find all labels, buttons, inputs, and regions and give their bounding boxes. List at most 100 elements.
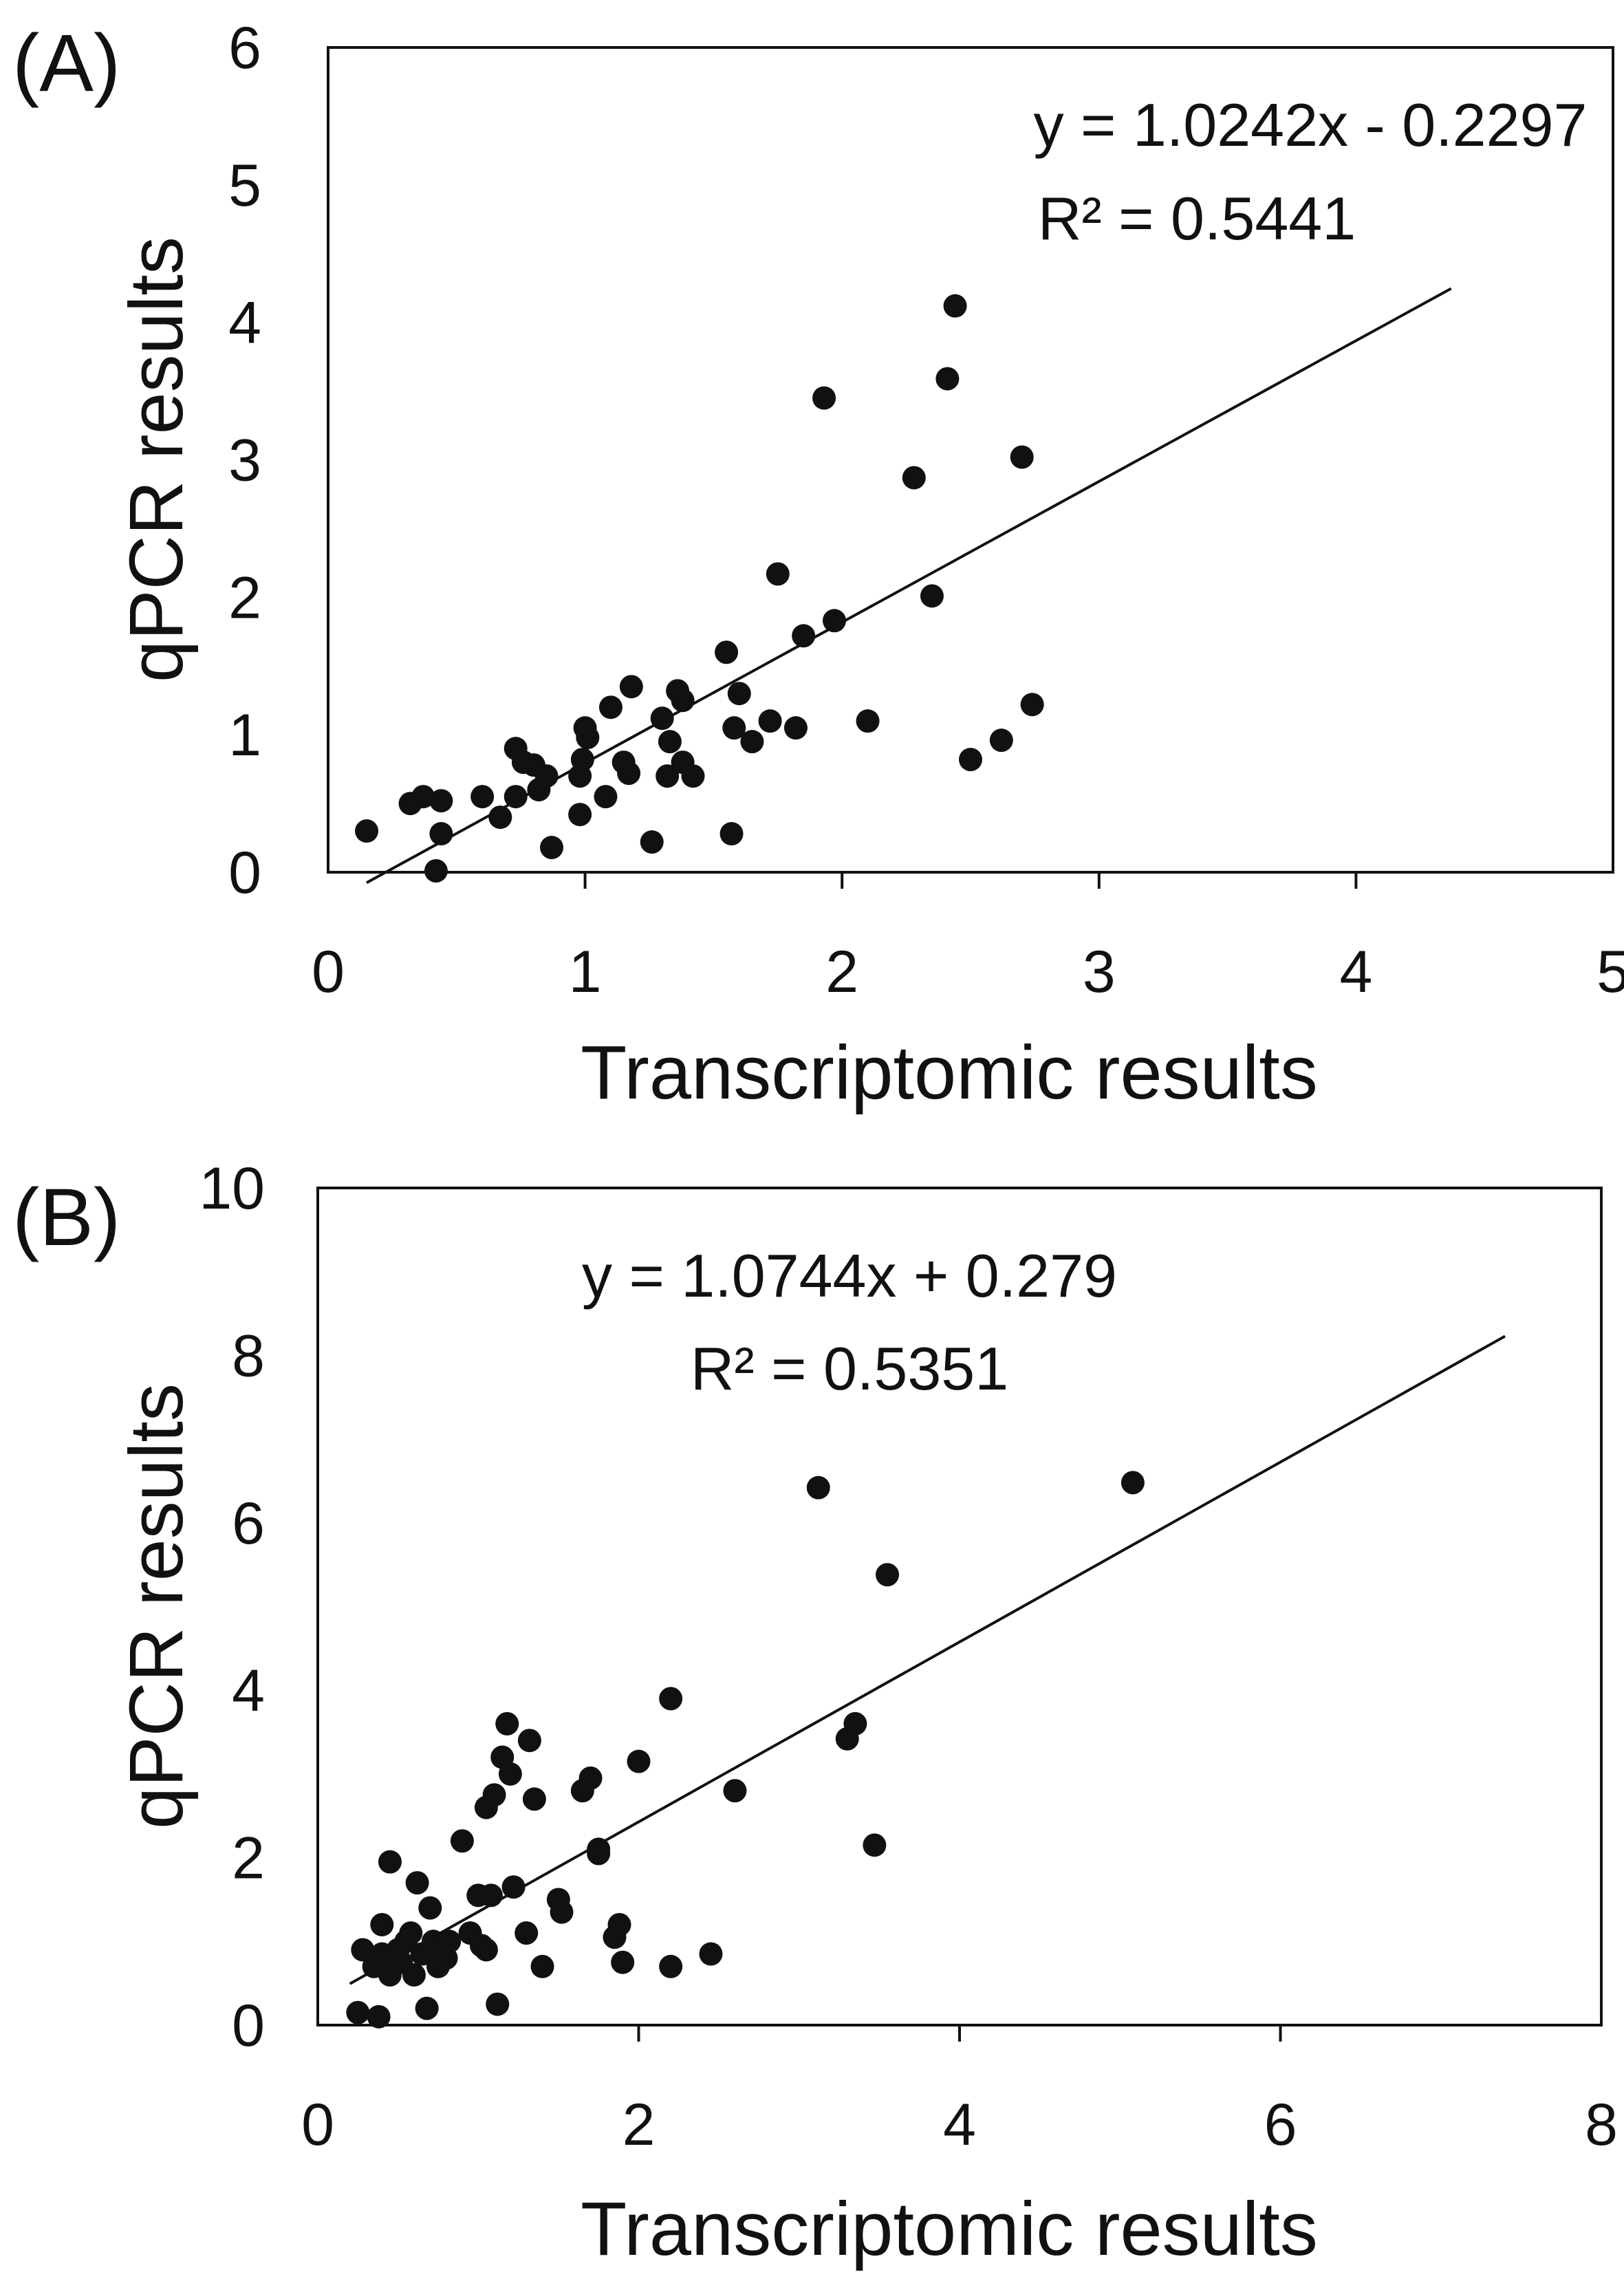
panel-b-data-point — [627, 1749, 651, 1773]
panel-b-data-point — [517, 1729, 541, 1753]
panel-b-y-tick-label: 10 — [199, 1156, 265, 1222]
panel-a-x-tick-label: 4 — [1339, 939, 1372, 1005]
panel-b-y-tick-label: 4 — [232, 1658, 265, 1724]
panel-a-data-point — [534, 764, 559, 788]
panel-a-data-point — [783, 716, 808, 740]
panel-a-y-tick-label: 0 — [228, 840, 261, 906]
panel-a-data-point — [570, 748, 594, 772]
panel-b-data-point — [495, 1711, 519, 1736]
panel-b-data-point — [659, 1954, 683, 1978]
panel-a-data-point — [488, 806, 512, 830]
panel-a-data-point — [650, 706, 674, 731]
panel-a-data-point — [681, 764, 705, 788]
panel-b-points — [346, 1471, 1145, 2029]
panel-b-label: (B) — [12, 1172, 120, 1263]
panel-b-data-point — [611, 1950, 635, 1974]
panel-b-y-ticks: 0 2 4 6 8 10 — [199, 1156, 265, 2059]
panel-b-x-tick-label: 0 — [301, 2092, 334, 2158]
panel-b-data-point — [405, 1871, 429, 1895]
panel-b-data-point — [515, 1921, 539, 1945]
panel-a-data-point — [935, 367, 960, 391]
panel-a-data-point — [822, 609, 846, 633]
panel-a-data-point — [598, 695, 622, 720]
panel-b-trendline — [349, 1334, 1506, 1985]
panel-a-data-point — [411, 785, 435, 809]
panel-a-label: (A) — [12, 18, 120, 109]
panel-a-data-point — [902, 466, 926, 490]
panel-a-points — [355, 294, 1044, 883]
panel-b-y-tick-label: 8 — [232, 1323, 265, 1389]
panel-b-data-point — [474, 1938, 498, 1962]
panel-a-data-point — [920, 584, 944, 608]
panel-b-data-point — [370, 1912, 394, 1936]
panel-b-data-point — [378, 1850, 402, 1874]
panel-a-x-tick-label: 5 — [1596, 939, 1624, 1005]
panel-b-data-point — [482, 1783, 506, 1807]
panel-a-equation: y = 1.0242x - 0.2297 — [1034, 91, 1588, 159]
panel-a-data-point — [568, 803, 592, 827]
panel-b-data-point — [530, 1954, 554, 1978]
panel-a-data-point — [540, 836, 564, 860]
panel-a-x-tick-label: 1 — [569, 939, 602, 1005]
panel-b-data-point — [399, 1921, 423, 1945]
panel-a-data-point — [715, 640, 739, 664]
panel-a-data-point — [722, 716, 746, 740]
panel-b-data-point — [522, 1787, 546, 1811]
panel-a-y-tick-label: 6 — [228, 15, 261, 81]
panel-a-data-point — [719, 822, 744, 846]
panel-a-data-point — [504, 785, 528, 809]
panel-b-data-point — [437, 1929, 462, 1954]
panel-b-data-point — [418, 1896, 442, 1920]
panel-b-data-point — [501, 1875, 526, 1899]
panel-b-y-tick-label: 0 — [232, 1993, 265, 2059]
panel-a-data-point — [470, 785, 495, 809]
panel-b-x-tick-label: 2 — [622, 2092, 656, 2158]
panel-a-data-point — [959, 748, 982, 772]
panel-b-x-axis-title: Transcriptomic results — [581, 2187, 1318, 2271]
panel-b-data-point — [550, 1900, 574, 1924]
panel-a-data-point — [617, 761, 641, 786]
panel-b-data-point — [659, 1687, 683, 1711]
panel-a-x-tick-label: 3 — [1083, 939, 1116, 1005]
panel-b-data-point — [415, 1996, 439, 2020]
panel-a-data-point — [671, 689, 695, 713]
panel-a-y-tick-label: 3 — [228, 428, 261, 494]
panel-a-data-point — [594, 785, 618, 809]
panel-a-data-point — [658, 730, 682, 754]
panel-b-x-tick-label: 8 — [1585, 2092, 1618, 2158]
panel-b-r-squared: R² = 0.5351 — [691, 1334, 1008, 1403]
panel-a-y-tick-label: 1 — [228, 702, 261, 768]
panel-b-plot-frame — [316, 1187, 1603, 2026]
panel-b-data-point — [346, 2000, 370, 2024]
panel-a-x-tick-label: 2 — [825, 939, 858, 1005]
panel-a-y-tick-label: 5 — [228, 153, 261, 219]
panel-b-x-ticks: 0 2 4 6 8 — [301, 2025, 1618, 2158]
panel-a-data-point — [943, 294, 967, 318]
panel-a-r-squared: R² = 0.5441 — [1038, 184, 1356, 252]
panel-a-data-point — [1010, 445, 1034, 469]
panel-b: (B) 0 2 4 6 8 10 0 2 4 6 8 y = 1.0744x + 0.279 R²… — [12, 1156, 1618, 2271]
panel-a-data-point — [740, 730, 764, 754]
panel-b-data-point — [863, 1833, 887, 1857]
panel-b-data-point — [723, 1779, 747, 1803]
panel-a-data-point — [424, 859, 448, 883]
panel-b-data-point — [607, 1912, 631, 1936]
panel-b-data-point — [498, 1762, 522, 1786]
panel-b-data-point — [479, 1883, 503, 1907]
panel-a-data-point — [619, 675, 643, 699]
panel-a-data-point — [640, 830, 664, 854]
panel-b-data-point — [843, 1711, 867, 1736]
panel-b-data-point — [367, 2004, 391, 2029]
panel-a-y-tick-label: 2 — [228, 565, 261, 631]
panel-b-x-tick-label: 4 — [943, 2092, 976, 2158]
panel-b-data-point — [587, 1841, 611, 1866]
panel-b-y-axis-title: qPCR results — [114, 1383, 199, 1829]
panel-b-x-tick-label: 6 — [1264, 2092, 1297, 2158]
panel-b-data-point — [578, 1766, 603, 1790]
panel-a-x-axis-title: Transcriptomic results — [581, 1030, 1318, 1115]
panel-a-x-tick-label: 0 — [312, 939, 345, 1005]
panel-b-equation: y = 1.0744x + 0.279 — [582, 1242, 1117, 1310]
panel-a-data-point — [576, 726, 600, 750]
